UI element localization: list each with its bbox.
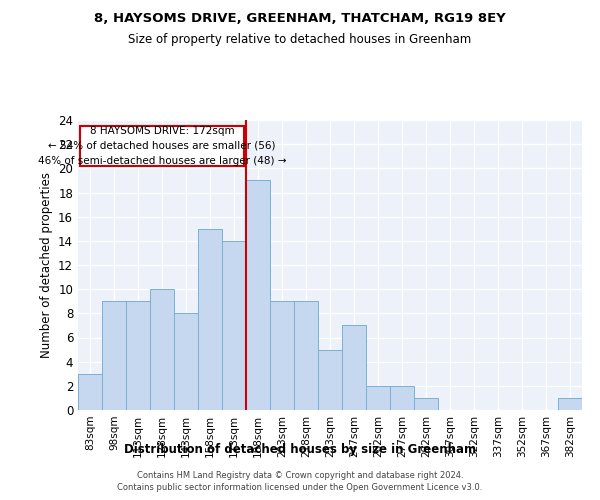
Bar	[294, 301, 318, 410]
Bar	[342, 326, 366, 410]
Bar	[198, 229, 222, 410]
Text: Contains public sector information licensed under the Open Government Licence v3: Contains public sector information licen…	[118, 484, 482, 492]
Bar	[102, 301, 126, 410]
Text: Size of property relative to detached houses in Greenham: Size of property relative to detached ho…	[128, 32, 472, 46]
Bar	[80, 126, 244, 166]
Bar	[390, 386, 414, 410]
Text: Distribution of detached houses by size in Greenham: Distribution of detached houses by size …	[124, 442, 476, 456]
Text: Contains HM Land Registry data © Crown copyright and database right 2024.: Contains HM Land Registry data © Crown c…	[137, 471, 463, 480]
Bar	[414, 398, 438, 410]
Bar	[558, 398, 582, 410]
Bar	[174, 314, 198, 410]
Bar	[78, 374, 102, 410]
Text: 8 HAYSOMS DRIVE: 172sqm
← 54% of detached houses are smaller (56)
46% of semi-de: 8 HAYSOMS DRIVE: 172sqm ← 54% of detache…	[38, 126, 286, 166]
Bar	[270, 301, 294, 410]
Bar	[126, 301, 150, 410]
Y-axis label: Number of detached properties: Number of detached properties	[40, 172, 53, 358]
Text: 8, HAYSOMS DRIVE, GREENHAM, THATCHAM, RG19 8EY: 8, HAYSOMS DRIVE, GREENHAM, THATCHAM, RG…	[94, 12, 506, 26]
Bar	[366, 386, 390, 410]
Bar	[246, 180, 270, 410]
Bar	[318, 350, 342, 410]
Bar	[222, 241, 246, 410]
Bar	[150, 289, 174, 410]
